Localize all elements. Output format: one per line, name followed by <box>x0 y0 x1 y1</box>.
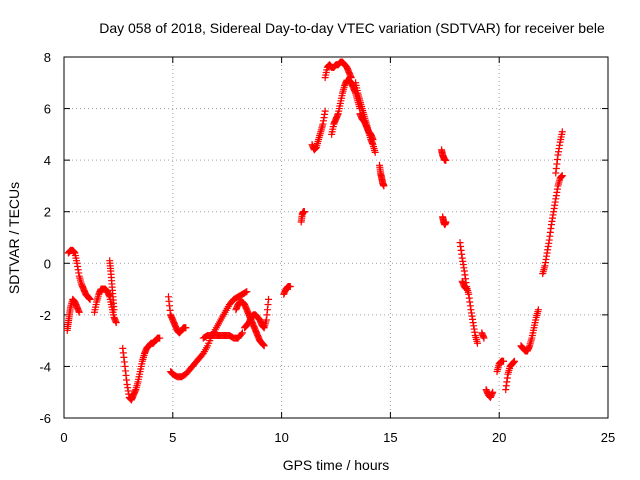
series-pass-9 <box>232 298 268 350</box>
data-point <box>265 295 273 303</box>
series-pass-1 <box>64 246 94 303</box>
series-pass-23 <box>478 329 488 342</box>
series-pass-4 <box>106 257 118 314</box>
series-pass-22 <box>458 277 471 293</box>
data-point <box>243 288 251 296</box>
y-tick-label: 4 <box>44 153 51 168</box>
x-tick-label: 0 <box>60 430 67 445</box>
series-pass-24 <box>482 386 497 401</box>
data-point <box>534 306 542 314</box>
x-tick-label: 10 <box>274 430 288 445</box>
data-point <box>480 334 488 342</box>
data-point <box>237 330 245 338</box>
series-pass-16 <box>352 79 379 156</box>
x-tick-label: 5 <box>169 430 176 445</box>
data-point <box>300 208 308 216</box>
data-point <box>558 128 566 136</box>
y-tick-label: -4 <box>39 359 51 374</box>
series-pass-5 <box>119 334 164 404</box>
series-pass-8 <box>199 329 246 342</box>
data-point <box>463 285 471 293</box>
series-pass-10 <box>241 295 273 332</box>
data-point <box>75 308 83 316</box>
x-tick-label: 15 <box>383 430 397 445</box>
data-point <box>369 136 377 144</box>
series-pass-13 <box>308 107 329 154</box>
data-point <box>321 107 329 115</box>
series-pass-17 <box>356 110 377 144</box>
series-pass-3 <box>90 285 120 327</box>
series-pass-28 <box>539 172 566 278</box>
data-point <box>500 357 508 365</box>
data-point <box>473 339 481 347</box>
data-point <box>286 282 294 290</box>
series-pass-27 <box>517 306 542 355</box>
x-axis-label: GPS time / hours <box>283 457 390 473</box>
series-pass-20 <box>439 213 450 229</box>
data-point <box>380 182 388 190</box>
x-tick-labels: 0 5 10 15 20 25 <box>60 430 615 445</box>
y-tick-label: 6 <box>44 102 51 117</box>
data-point <box>112 319 120 327</box>
data-points <box>63 58 566 404</box>
x-tick-label: 25 <box>601 430 615 445</box>
data-point <box>442 218 450 226</box>
y-tick-label: 8 <box>44 50 51 65</box>
data-point <box>238 329 246 337</box>
y-tick-label: -6 <box>39 411 51 426</box>
axis-ticks <box>63 56 609 419</box>
series-pass-26 <box>502 357 518 394</box>
chart-title: Day 058 of 2018, Sidereal Day-to-day VTE… <box>99 20 605 36</box>
series-pass-11 <box>280 282 294 298</box>
data-point <box>371 148 379 156</box>
y-tick-labels: -6 -4 -2 0 2 4 6 8 <box>39 50 51 426</box>
series-pass-2 <box>63 295 83 334</box>
series-pass-6 <box>164 293 190 337</box>
data-point <box>260 342 268 350</box>
y-tick-label: 2 <box>44 205 51 220</box>
data-point <box>156 334 164 342</box>
y-axis-label: SDTVAR / TECUs <box>6 182 22 294</box>
series-pass-25 <box>493 357 508 376</box>
data-point <box>242 288 250 296</box>
plot-frame <box>63 56 609 419</box>
data-point <box>510 357 518 365</box>
data-point <box>182 324 190 332</box>
data-point <box>558 172 566 180</box>
series-pass-12 <box>297 208 308 226</box>
data-point <box>442 156 450 164</box>
data-point <box>110 306 118 314</box>
y-tick-label: -2 <box>39 308 51 323</box>
data-point <box>86 295 94 303</box>
series-pass-19 <box>438 146 450 164</box>
x-tick-label: 20 <box>492 430 506 445</box>
series-pass-18 <box>376 161 388 190</box>
series-pass-21 <box>456 239 481 347</box>
y-tick-label: 0 <box>44 256 51 271</box>
series-pass-29 <box>552 128 566 177</box>
data-point <box>489 388 497 396</box>
